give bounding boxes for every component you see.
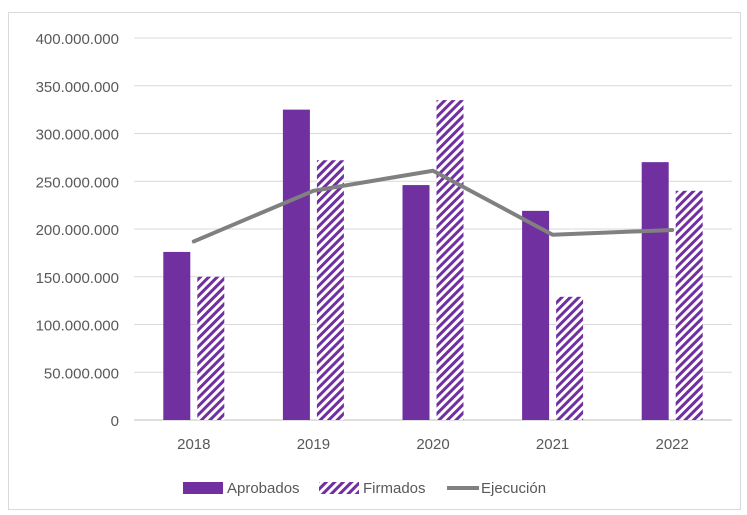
bar-firmados-2018 — [197, 277, 224, 420]
y-tick-label: 200.000.000 — [36, 222, 119, 239]
x-tick-label: 2022 — [656, 436, 689, 453]
y-tick-label: 150.000.000 — [36, 270, 119, 287]
y-tick-label: 100.000.000 — [36, 318, 119, 335]
bar-aprobados-2019 — [283, 110, 310, 420]
bar-aprobados-2020 — [403, 185, 430, 420]
y-tick-label: 250.000.000 — [36, 174, 119, 191]
bar-firmados-2020 — [437, 100, 464, 420]
legend-label: Aprobados — [227, 480, 300, 497]
legend-swatch — [183, 482, 223, 494]
bar-aprobados-2018 — [163, 252, 190, 420]
legend: Aprobados Firmados Ejecución — [183, 480, 546, 497]
y-tick-label: 400.000.000 — [36, 31, 119, 48]
x-tick-label: 2019 — [297, 436, 330, 453]
y-tick-label: 300.000.000 — [36, 127, 119, 144]
bar-aprobados-2021 — [522, 211, 549, 420]
x-tick-label: 2020 — [416, 436, 449, 453]
legend-label: Firmados — [363, 480, 426, 497]
bar-firmados-2022 — [676, 191, 703, 420]
x-tick-label: 2021 — [536, 436, 569, 453]
bar-firmados-2019 — [317, 160, 344, 420]
legend-label: Ejecución — [481, 480, 546, 497]
y-tick-label: 350.000.000 — [36, 79, 119, 96]
legend-swatch — [319, 482, 359, 494]
y-tick-label: 50.000.000 — [44, 365, 119, 382]
bar-aprobados-2022 — [642, 162, 669, 420]
x-tick-label: 2018 — [177, 436, 210, 453]
y-tick-label: 0 — [111, 413, 119, 430]
bar-firmados-2021 — [556, 297, 583, 420]
y-axis-tick-labels: 0 50.000.000 100.000.000 150.000.000 200.000… — [36, 31, 119, 430]
